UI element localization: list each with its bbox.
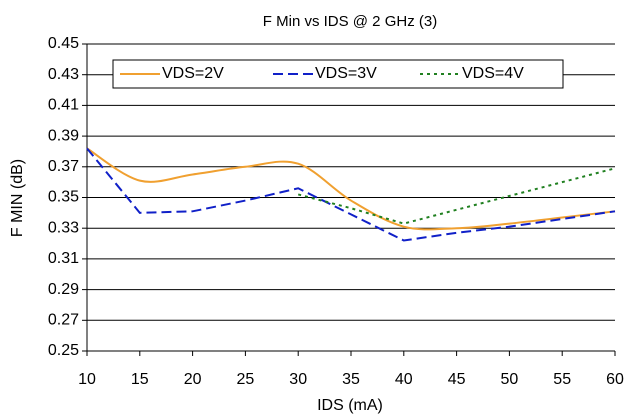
series-line xyxy=(86,147,616,242)
x-tick-label: 45 xyxy=(448,371,466,388)
y-tick-label: 0.33 xyxy=(48,219,79,236)
x-tick-label: 30 xyxy=(289,371,307,388)
y-tick-label: 0.35 xyxy=(48,189,79,206)
legend-box xyxy=(112,59,564,89)
x-tick-label: 10 xyxy=(78,371,96,388)
y-tick-label: 0.41 xyxy=(48,97,79,114)
chart-title: F Min vs IDS @ 2 GHz (3) xyxy=(263,13,437,30)
y-tick-label: 0.25 xyxy=(48,342,79,359)
y-tick-label: 0.31 xyxy=(48,250,79,267)
x-tick-label: 15 xyxy=(131,371,149,388)
series-line xyxy=(86,147,616,231)
x-tick-label: 40 xyxy=(395,371,413,388)
legend-label: VDS=3V xyxy=(315,65,377,82)
x-tick-label: 50 xyxy=(501,371,519,388)
legend-label: VDS=2V xyxy=(162,65,224,82)
x-tick-label: 25 xyxy=(237,371,255,388)
y-tick-label: 0.43 xyxy=(48,66,79,83)
x-tick-label: 35 xyxy=(342,371,360,388)
series-line xyxy=(297,167,616,225)
y-tick-label: 0.37 xyxy=(48,158,79,175)
legend-label: VDS=4V xyxy=(462,65,524,82)
y-tick-label: 0.39 xyxy=(48,127,79,144)
x-tick-label: 55 xyxy=(553,371,571,388)
y-tick-label: 0.29 xyxy=(48,281,79,298)
y-axis-label: F MIN (dB) xyxy=(9,159,26,237)
y-tick-label: 0.27 xyxy=(48,312,79,329)
x-axis-label: IDS (mA) xyxy=(317,397,383,414)
x-tick-label: 60 xyxy=(606,371,624,388)
x-tick-label: 20 xyxy=(184,371,202,388)
y-tick-label: 0.45 xyxy=(48,35,79,52)
